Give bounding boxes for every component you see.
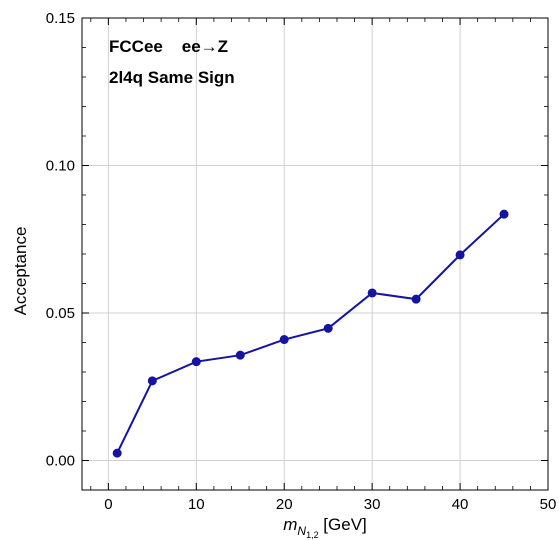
annotation-collider: FCCee ee→Z <box>109 37 228 56</box>
x-tick-label: 20 <box>276 496 293 513</box>
annotation-channel: 2l4q Same Sign <box>109 68 235 87</box>
series-line <box>116 213 505 454</box>
data-point <box>455 250 465 260</box>
x-tick-label: 40 <box>452 496 469 513</box>
x-tick-label: 0 <box>104 496 112 513</box>
x-tick-label: 50 <box>540 496 557 513</box>
data-point <box>112 448 122 458</box>
x-axis-title-sub: N <box>297 524 306 538</box>
data-point <box>411 294 421 304</box>
x-tick-label: 30 <box>364 496 381 513</box>
x-axis-title-subsub: 1,2 <box>306 530 319 540</box>
y-tick-label: 0.15 <box>46 10 75 27</box>
data-point <box>323 323 333 333</box>
x-axis-title-var: m <box>283 515 297 534</box>
data-point <box>235 350 245 360</box>
plot-frame <box>81 17 549 491</box>
x-axis-title: mN1,2 [GeV] <box>283 515 367 540</box>
x-tick-label: 10 <box>188 496 205 513</box>
y-tick-label: 0.10 <box>46 158 75 175</box>
axis-ticks: 0 10 20 30 40 50 0.00 0.05 0.10 0.15 <box>46 10 557 513</box>
data-point <box>279 335 289 345</box>
data-series <box>112 209 509 458</box>
data-point <box>499 209 509 219</box>
y-tick-label: 0.00 <box>46 453 75 470</box>
data-point <box>191 357 201 367</box>
data-point <box>147 376 157 386</box>
data-point <box>367 288 377 298</box>
y-axis-title: Acceptance <box>11 227 30 316</box>
grid <box>82 17 549 490</box>
x-axis-title-unit: [GeV] <box>319 515 367 534</box>
y-tick-label: 0.05 <box>46 305 75 322</box>
